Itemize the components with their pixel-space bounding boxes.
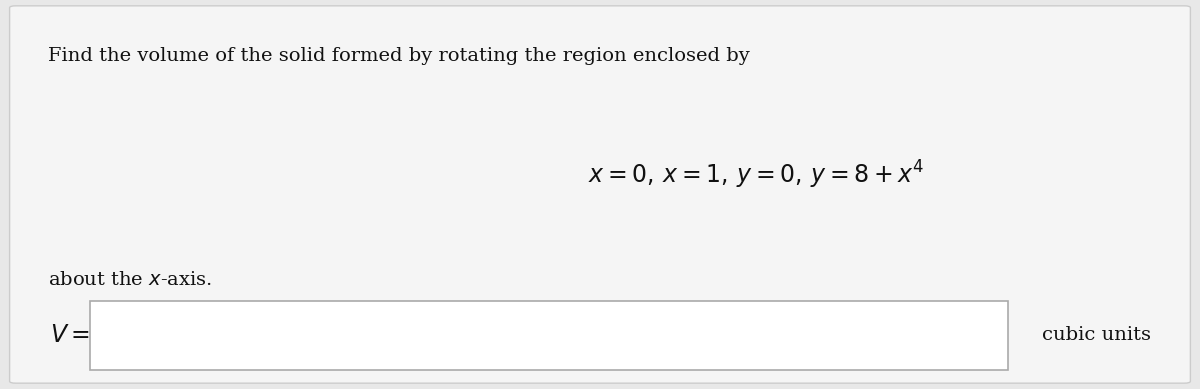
FancyBboxPatch shape — [90, 301, 1008, 370]
Text: Find the volume of the solid formed by rotating the region enclosed by: Find the volume of the solid formed by r… — [48, 47, 750, 65]
Text: $x = 0, \, x = 1, \, y = 0, \, y = 8 + x^4$: $x = 0, \, x = 1, \, y = 0, \, y = 8 + x… — [588, 159, 924, 191]
Text: about the $x$-axis.: about the $x$-axis. — [48, 271, 212, 289]
FancyBboxPatch shape — [10, 6, 1190, 383]
Text: $V =$: $V =$ — [50, 324, 90, 347]
Text: cubic units: cubic units — [1042, 326, 1151, 344]
